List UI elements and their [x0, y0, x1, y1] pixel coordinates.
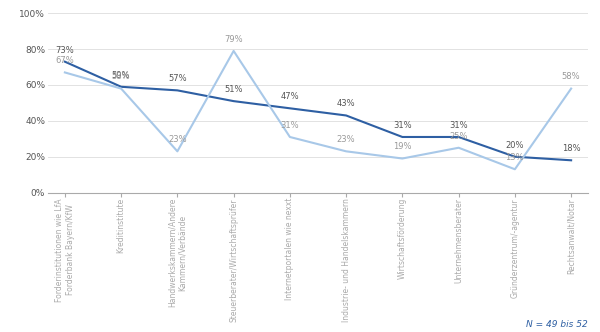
Berater aus öffentlichen Institutionen (sehr häufig / häufig) — [230, 99, 237, 103]
Berater aus öffentlichen Institutionen (sehr häufig / häufig) — [174, 88, 181, 92]
Private Berater (sehr häufig / häufig) — [343, 149, 350, 153]
Private Berater (sehr häufig / häufig) — [174, 149, 181, 153]
Private Berater (sehr häufig / häufig) — [568, 87, 575, 91]
Berater aus öffentlichen Institutionen (sehr häufig / häufig) — [568, 158, 575, 162]
Text: N = 49 bis 52: N = 49 bis 52 — [526, 320, 588, 329]
Text: 19%: 19% — [393, 142, 412, 151]
Text: 43%: 43% — [337, 99, 355, 108]
Berater aus öffentlichen Institutionen (sehr häufig / häufig) — [511, 155, 518, 159]
Text: 58%: 58% — [562, 72, 580, 81]
Text: 31%: 31% — [393, 121, 412, 130]
Text: 20%: 20% — [506, 140, 524, 149]
Text: 25%: 25% — [449, 131, 468, 140]
Text: 67%: 67% — [56, 56, 74, 65]
Private Berater (sehr häufig / häufig) — [61, 70, 68, 74]
Text: 23%: 23% — [168, 135, 187, 144]
Berater aus öffentlichen Institutionen (sehr häufig / häufig) — [286, 106, 293, 110]
Text: 59%: 59% — [112, 71, 130, 80]
Text: 31%: 31% — [449, 121, 468, 130]
Text: 13%: 13% — [506, 153, 524, 162]
Text: 73%: 73% — [56, 45, 74, 54]
Text: 18%: 18% — [562, 144, 580, 153]
Berater aus öffentlichen Institutionen (sehr häufig / häufig) — [61, 60, 68, 64]
Berater aus öffentlichen Institutionen (sehr häufig / häufig) — [343, 114, 350, 118]
Text: 51%: 51% — [224, 85, 243, 94]
Private Berater (sehr häufig / häufig) — [399, 156, 406, 160]
Text: 31%: 31% — [281, 121, 299, 130]
Private Berater (sehr häufig / häufig) — [455, 146, 462, 150]
Berater aus öffentlichen Institutionen (sehr häufig / häufig) — [118, 85, 125, 89]
Private Berater (sehr häufig / häufig) — [511, 167, 518, 171]
Text: 47%: 47% — [281, 92, 299, 101]
Text: 57%: 57% — [168, 74, 187, 83]
Text: 79%: 79% — [224, 35, 243, 44]
Text: 23%: 23% — [337, 135, 355, 144]
Line: Berater aus öffentlichen Institutionen (sehr häufig / häufig): Berater aus öffentlichen Institutionen (… — [65, 62, 571, 160]
Private Berater (sehr häufig / häufig) — [286, 135, 293, 139]
Private Berater (sehr häufig / häufig) — [230, 49, 237, 53]
Berater aus öffentlichen Institutionen (sehr häufig / häufig) — [455, 135, 462, 139]
Text: 58%: 58% — [112, 72, 130, 81]
Line: Private Berater (sehr häufig / häufig): Private Berater (sehr häufig / häufig) — [65, 51, 571, 169]
Private Berater (sehr häufig / häufig) — [118, 87, 125, 91]
Berater aus öffentlichen Institutionen (sehr häufig / häufig) — [399, 135, 406, 139]
